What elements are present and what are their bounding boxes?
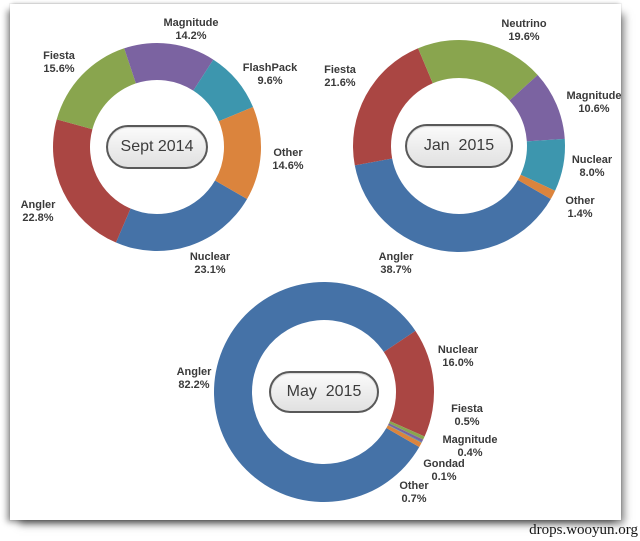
center-label-text: May 2015 <box>286 383 362 400</box>
slice-may-2015-magnitude <box>388 423 424 443</box>
watermark: drops.wooyun.org <box>529 522 638 538</box>
center-label-text: Sept 2014 <box>120 138 194 155</box>
slice-jan-2015-other <box>517 174 556 199</box>
slice-jan-2015-magnitude <box>509 74 565 142</box>
slice-may-2015-angler <box>214 281 420 502</box>
slice-may-2015-nuclear <box>383 330 435 437</box>
slice-may-2015-gondad <box>387 424 422 443</box>
center-label-may-2015: May 2015 <box>269 371 379 413</box>
slice-jan-2015-nuclear <box>520 138 566 191</box>
slice-jan-2015-fiesta <box>353 48 433 166</box>
slice-sept-2014-other <box>215 107 262 199</box>
center-label-jan-2015: Jan 2015 <box>405 124 513 168</box>
slice-jan-2015-neutrino <box>418 39 538 101</box>
slice-may-2015-other <box>386 425 422 447</box>
slice-sept-2014-fiesta <box>56 48 136 130</box>
slice-may-2015-fiesta <box>388 421 425 440</box>
slice-sept-2014-nuclear <box>115 180 248 252</box>
slice-sept-2014-angler <box>53 119 131 243</box>
center-label-text: Jan 2015 <box>423 137 495 154</box>
slice-sept-2014-flashpack <box>193 59 254 122</box>
slice-sept-2014-magnitude <box>124 42 214 91</box>
center-label-sept-2014: Sept 2014 <box>106 125 208 169</box>
slice-jan-2015-angler <box>354 158 551 252</box>
